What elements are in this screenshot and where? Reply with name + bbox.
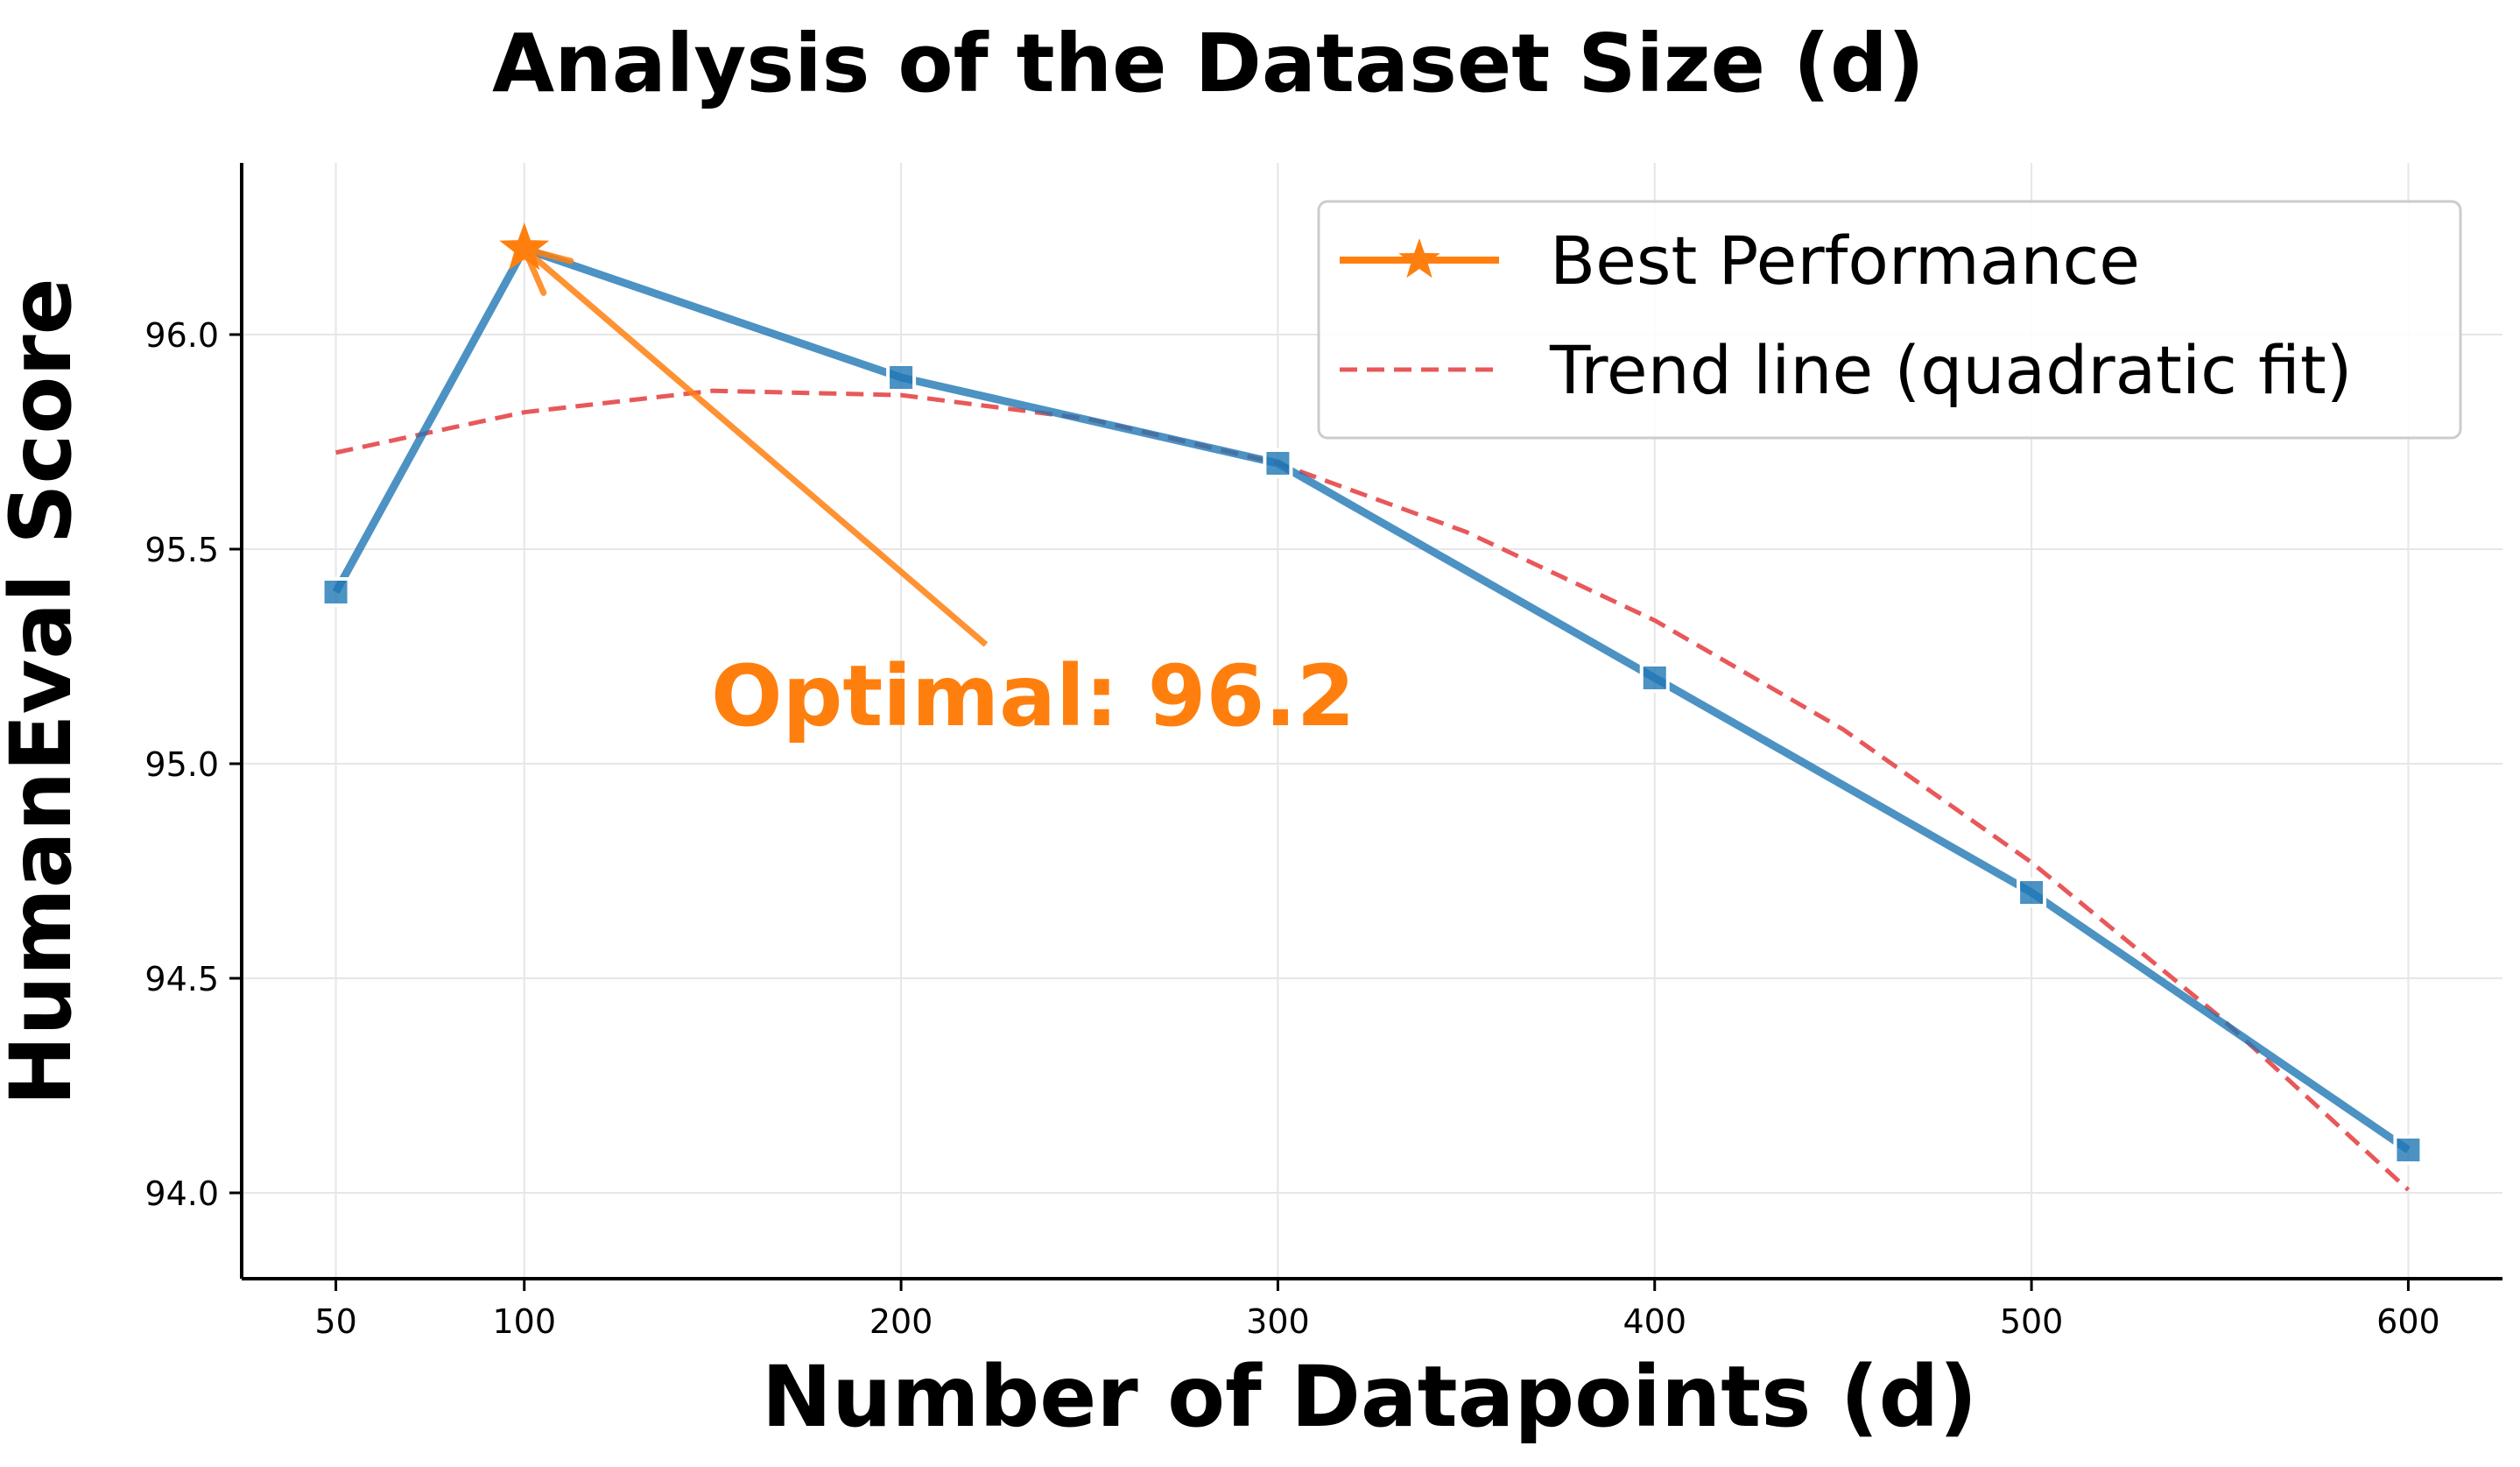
y-tick-label: 94.0 bbox=[144, 1174, 219, 1213]
y-tick-label: 96.0 bbox=[144, 316, 219, 355]
x-tick-label: 200 bbox=[869, 1302, 933, 1341]
axes bbox=[240, 163, 2502, 1280]
x-tick-label: 300 bbox=[1246, 1302, 1310, 1341]
data-point bbox=[1639, 663, 1670, 693]
trend-line bbox=[335, 388, 2411, 1192]
legend-swatch-star bbox=[1398, 238, 1440, 279]
labels: Analysis of the Dataset Size (d) Number … bbox=[0, 17, 1977, 1446]
x-tick-label: 100 bbox=[492, 1302, 556, 1341]
data-point bbox=[320, 577, 351, 607]
annotation-arrowhead bbox=[521, 245, 574, 264]
y-tick-label: 94.5 bbox=[144, 960, 219, 998]
annotation-arrowhead bbox=[521, 245, 547, 296]
y-tick-label: 95.0 bbox=[144, 745, 219, 784]
chart-title: Analysis of the Dataset Size (d) bbox=[492, 17, 1925, 110]
y-axis-label: HumanEval Score bbox=[0, 278, 90, 1106]
ticks: 50 100 200 300 400 500 600 94.0 94.5 95.0 95.5 96.0 bbox=[144, 316, 2439, 1341]
x-tick-label: 400 bbox=[1623, 1302, 1686, 1341]
legend: Best Performance Trend line (quadratic fi… bbox=[1317, 200, 2462, 440]
annotation-text: Optimal: 96.2 bbox=[711, 647, 1355, 745]
y-tick-label: 95.5 bbox=[144, 531, 219, 569]
x-tick-label: 600 bbox=[2376, 1302, 2440, 1341]
legend-label-trend: Trend line (quadratic fit) bbox=[1549, 331, 2352, 409]
trend-line-layer bbox=[335, 388, 2411, 1192]
data-point bbox=[886, 363, 917, 392]
legend-label-best: Best Performance bbox=[1550, 222, 2140, 300]
x-axis-label: Number of Datapoints (d) bbox=[762, 1348, 1977, 1446]
data-point bbox=[2017, 878, 2047, 907]
legend-box bbox=[1317, 200, 2462, 440]
x-tick-label: 50 bbox=[314, 1302, 356, 1341]
data-point bbox=[2393, 1135, 2424, 1165]
annotation-layer: Optimal: 96.2 bbox=[521, 245, 1355, 745]
data-point bbox=[1263, 448, 1293, 478]
x-tick-label: 500 bbox=[2000, 1302, 2064, 1341]
annotation-arrow-shaft bbox=[530, 253, 989, 647]
